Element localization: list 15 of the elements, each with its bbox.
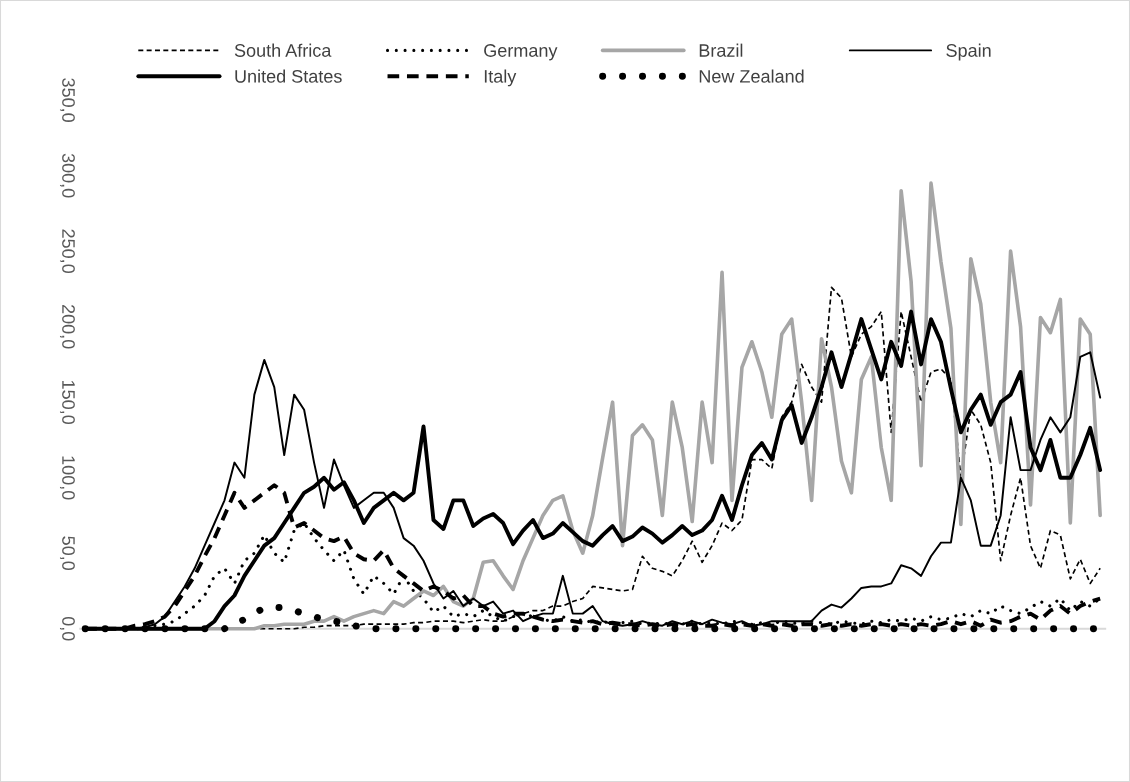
y-tick-label: 150,0 [59,380,75,425]
y-tick-label: 250,0 [59,229,75,274]
legend-label: Brazil [699,43,743,57]
y-tick-label: 100,0 [59,456,75,500]
legend-label: Italy [484,69,517,87]
legend-label: Spain [946,43,991,61]
legend-label: United States [235,69,342,83]
y-tick-label: 0,0 [59,616,75,641]
legend-label: Germany [484,44,558,61]
y-tick-label: 200,0 [59,304,75,349]
y-tick-label: 300,0 [59,153,75,198]
legend-label: South Africa [234,43,332,57]
legend-label: New Zealand [699,69,804,83]
y-tick-label: 350,0 [59,78,75,122]
y-tick-label: 50,0 [59,536,75,571]
